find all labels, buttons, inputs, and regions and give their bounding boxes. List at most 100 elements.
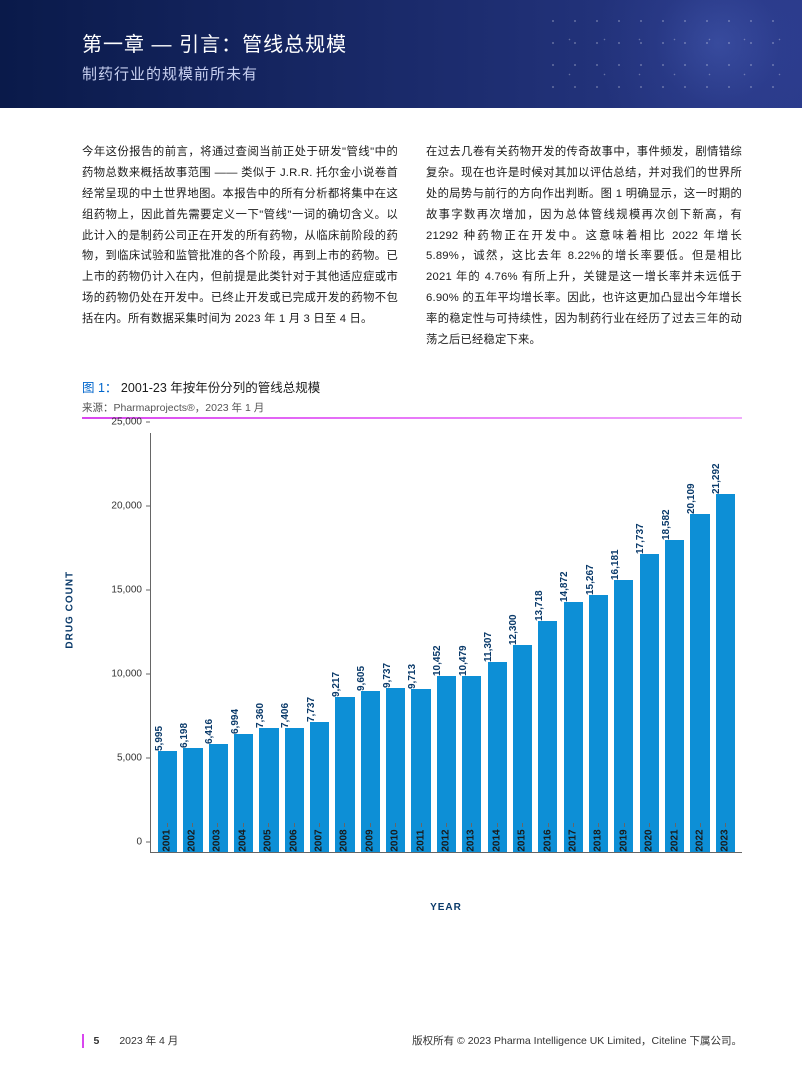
y-tick-label: 5,000 [117, 752, 142, 763]
body-columns: 今年这份报告的前言，将通过查阅当前正处于研发"管线"中的药物总数来概括故事范围 … [82, 142, 742, 351]
bar-slot: 17,737 [637, 554, 662, 852]
x-tick-label: 2008 [339, 829, 350, 851]
pipeline-bar-chart: DRUG COUNT 05,00010,00015,00020,00025,00… [82, 433, 742, 931]
x-tick-slot: 2002 [179, 857, 204, 887]
x-tick-label: 2018 [593, 829, 604, 851]
x-tick-label: 2021 [669, 829, 680, 851]
bar-value-label: 9,737 [382, 663, 396, 688]
x-tick-slot: 2005 [256, 857, 281, 887]
bar: 15,267 [589, 595, 608, 851]
bar-slot: 9,713 [408, 689, 433, 852]
bar: 14,872 [564, 602, 583, 852]
bar-value-label: 9,217 [331, 672, 345, 697]
body-column-right: 在过去几卷有关药物开发的传奇故事中，事件频发，剧情错综复杂。现在也许是时候对其加… [426, 142, 742, 351]
x-tick-label: 2016 [542, 829, 553, 851]
x-tick-slot: 2018 [586, 857, 611, 887]
bar-slot: 20,109 [687, 514, 712, 852]
page-header: 第一章 — 引言：管线总规模 制药行业的规模前所未有 [0, 0, 802, 108]
x-tick-label: 2011 [415, 830, 426, 852]
bar-slot: 9,737 [383, 688, 408, 852]
x-tick-slot: 2019 [611, 857, 636, 887]
y-tick-label: 10,000 [111, 668, 142, 679]
x-axis-ticks: 2001200220032004200520062007200820092010… [150, 857, 742, 887]
footer-copyright: 版权所有 © 2023 Pharma Intelligence UK Limit… [412, 1033, 742, 1048]
x-tick-label: 2003 [212, 829, 223, 851]
x-tick-label: 2007 [314, 829, 325, 851]
x-tick-slot: 2001 [154, 857, 179, 887]
bar-value-label: 21,292 [711, 464, 725, 495]
bar-value-label: 5,995 [154, 726, 168, 751]
x-tick-label: 2004 [237, 829, 248, 851]
x-tick-slot: 2020 [636, 857, 661, 887]
bar-value-label: 10,479 [458, 645, 472, 676]
x-axis-label: YEAR [150, 902, 742, 913]
bar-value-label: 7,360 [255, 703, 269, 728]
bar-value-label: 6,994 [230, 709, 244, 734]
bar-value-label: 13,718 [534, 591, 548, 622]
x-tick-label: 2013 [466, 829, 477, 851]
x-tick-slot: 2023 [713, 857, 738, 887]
bar: 9,605 [361, 691, 380, 852]
figure-1: 图 1： 2001-23 年按年份分列的管线总规模 来源：Pharmaproje… [82, 377, 742, 931]
chapter-title: 第一章 — 引言：管线总规模 [82, 28, 802, 57]
x-tick-label: 2001 [161, 829, 172, 851]
x-tick-slot: 2015 [509, 857, 534, 887]
bar-value-label: 17,737 [635, 523, 649, 554]
x-tick-slot: 2012 [433, 857, 458, 887]
x-tick-slot: 2021 [662, 857, 687, 887]
x-tick-slot: 2008 [332, 857, 357, 887]
y-tick-label: 0 [136, 836, 142, 847]
x-tick-slot: 2014 [484, 857, 509, 887]
x-tick-slot: 2009 [357, 857, 382, 887]
bar: 20,109 [690, 514, 709, 852]
bar-value-label: 12,300 [508, 615, 522, 646]
bar: 9,737 [386, 688, 405, 852]
bar-slot: 12,300 [510, 645, 535, 852]
bar-value-label: 9,713 [407, 664, 421, 689]
body-column-left: 今年这份报告的前言，将通过查阅当前正处于研发"管线"中的药物总数来概括故事范围 … [82, 142, 398, 351]
y-tick-label: 25,000 [111, 416, 142, 427]
bar-value-label: 6,198 [179, 723, 193, 748]
bar-value-label: 9,605 [356, 666, 370, 691]
x-tick-slot: 2022 [687, 857, 712, 887]
chart-bars: 5,9956,1986,4166,9947,3607,4067,7379,217… [151, 433, 742, 852]
x-tick-label: 2022 [694, 829, 705, 851]
bar-value-label: 20,109 [686, 483, 700, 514]
figure-divider [82, 417, 742, 419]
x-tick-slot: 2007 [306, 857, 331, 887]
figure-title: 图 1： 2001-23 年按年份分列的管线总规模 [82, 377, 742, 396]
footer-divider [82, 1034, 84, 1048]
figure-description: 2001-23 年按年份分列的管线总规模 [121, 381, 320, 395]
x-tick-slot: 2017 [560, 857, 585, 887]
x-tick-slot: 2011 [408, 857, 433, 887]
x-tick-label: 2017 [567, 829, 578, 851]
x-tick-slot: 2004 [230, 857, 255, 887]
bar: 21,292 [716, 494, 735, 852]
x-tick-label: 2023 [720, 829, 731, 851]
bar-value-label: 18,582 [661, 509, 675, 540]
y-tick-label: 15,000 [111, 584, 142, 595]
x-tick-slot: 2010 [383, 857, 408, 887]
x-tick-label: 2002 [187, 829, 198, 851]
x-tick-slot: 2003 [205, 857, 230, 887]
bar-value-label: 16,181 [610, 549, 624, 580]
bar: 9,713 [411, 689, 430, 852]
bar-value-label: 11,307 [483, 632, 497, 662]
bar-slot: 16,181 [611, 580, 636, 852]
bar-value-label: 15,267 [585, 565, 599, 596]
x-tick-label: 2015 [517, 829, 528, 851]
x-tick-label: 2020 [644, 829, 655, 851]
bar-value-label: 14,872 [559, 571, 573, 602]
chart-plot-area: 5,9956,1986,4166,9947,3607,4067,7379,217… [150, 433, 742, 853]
bar: 16,181 [614, 580, 633, 852]
x-tick-label: 2012 [440, 829, 451, 851]
page-footer: 5 2023 年 4 月 版权所有 © 2023 Pharma Intellig… [0, 1019, 802, 1068]
bar-slot: 14,872 [561, 602, 586, 852]
bar-value-label: 7,737 [306, 697, 320, 722]
x-tick-label: 2009 [364, 829, 375, 851]
figure-label: 图 1： [82, 381, 117, 395]
x-tick-slot: 2013 [459, 857, 484, 887]
x-tick-slot: 2016 [535, 857, 560, 887]
bar-slot: 18,582 [662, 540, 687, 852]
x-tick-slot: 2006 [281, 857, 306, 887]
